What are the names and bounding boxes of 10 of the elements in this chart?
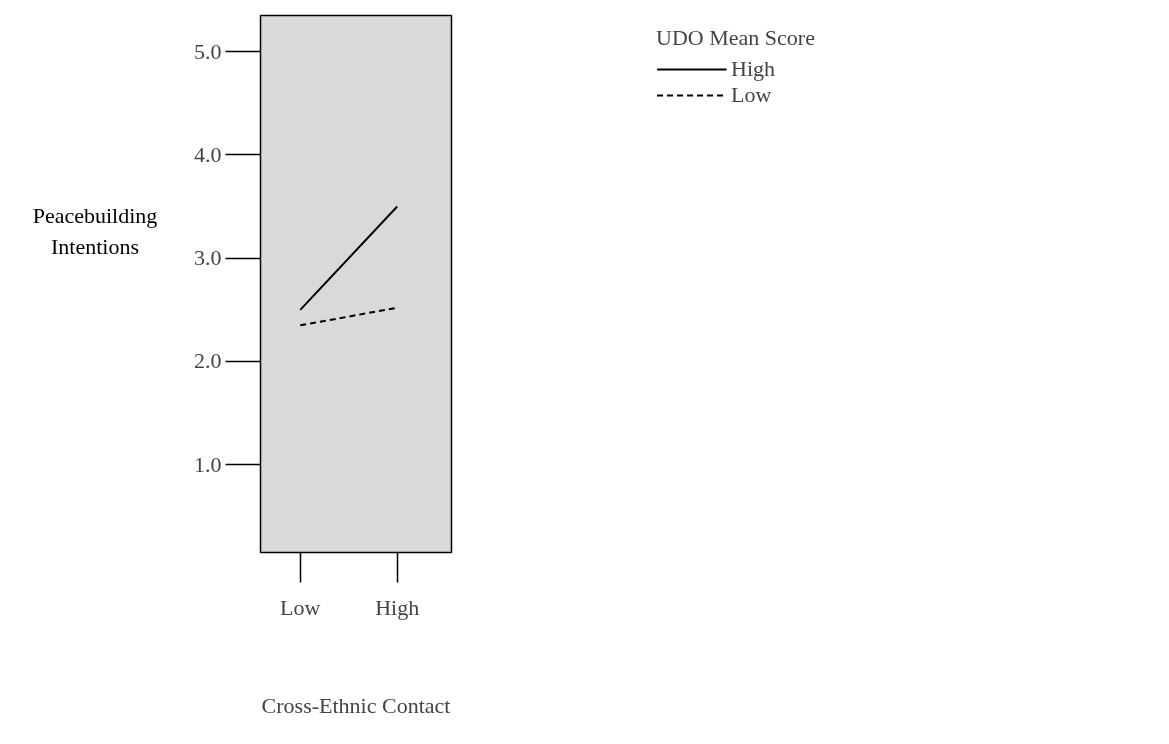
y-tick-label: 2.0 bbox=[194, 348, 222, 374]
legend-label: Low bbox=[731, 82, 772, 108]
y-tick-label: 4.0 bbox=[194, 141, 222, 167]
x-axis-title: Cross-Ethnic Contact bbox=[261, 692, 451, 718]
y-axis-title: Peacebuilding Intentions bbox=[31, 202, 159, 262]
y-tick-label: 1.0 bbox=[194, 451, 222, 477]
y-tick-label: 5.0 bbox=[194, 38, 222, 64]
legend-title: UDO Mean Score bbox=[656, 25, 815, 51]
legend-label: High bbox=[731, 56, 776, 82]
y-tick-label: 3.0 bbox=[194, 245, 222, 271]
